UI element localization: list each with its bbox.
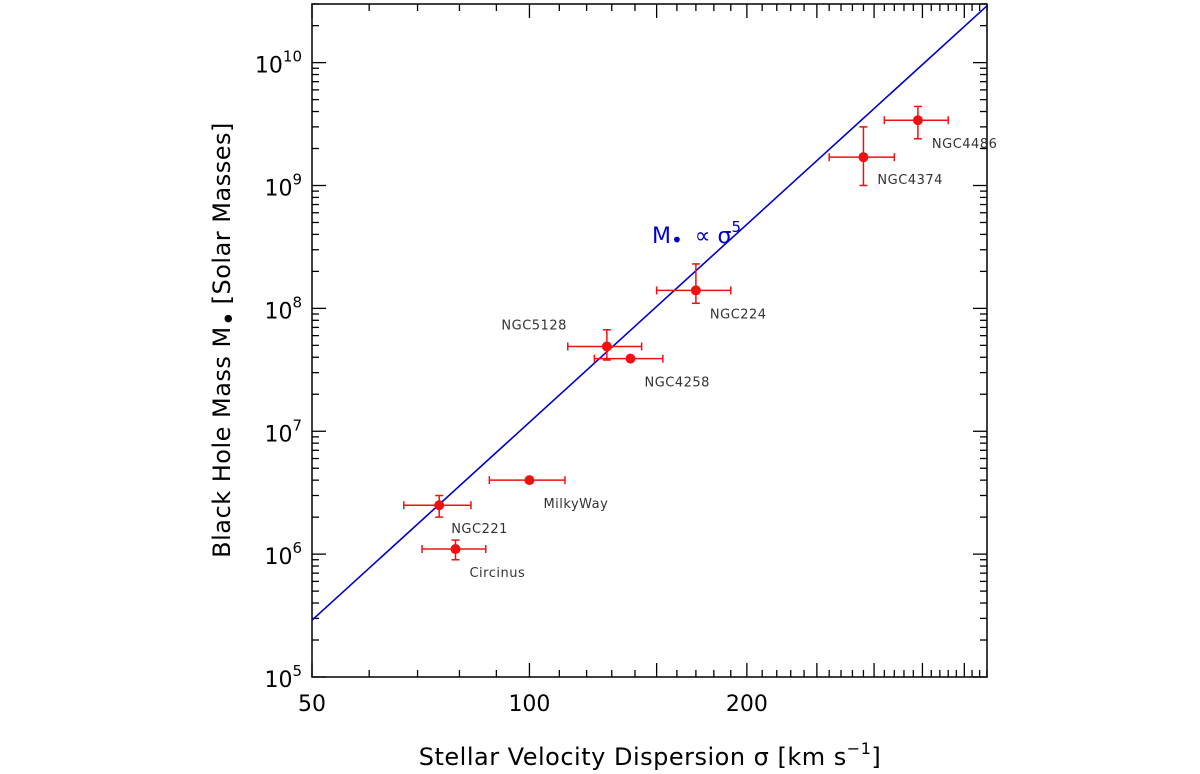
y-tick-labels: 105 106 107 108 109 1010 — [255, 48, 302, 693]
y-tick-label: 109 — [264, 171, 302, 202]
point-marker — [434, 500, 445, 511]
x-tick-label: 50 — [298, 692, 326, 717]
point-label: Circinus — [469, 566, 525, 581]
data-point-ngc5128: NGC5128 — [501, 318, 643, 361]
y-tick-label: 106 — [264, 539, 302, 570]
data-points: NGC221 Circinus MilkyWay NGC5128 NGC4258 NGC2… — [403, 105, 997, 581]
point-label: NGC224 — [710, 307, 767, 322]
data-point-circinus: Circinus — [421, 539, 525, 581]
data-point-ngc4374: NGC4374 — [828, 126, 942, 188]
point-label: NGC4374 — [877, 173, 942, 188]
y-tick-label: 107 — [264, 416, 302, 447]
data-point-ngc4258: NGC4258 — [593, 353, 709, 391]
annotation-rel: ∝ σ — [695, 224, 732, 249]
y-tick-label: 1010 — [255, 48, 302, 79]
annotation-exp: 5 — [731, 218, 741, 236]
fit-line — [311, 5, 988, 621]
point-label: NGC4486 — [932, 137, 997, 152]
annotation-main: M — [652, 224, 671, 249]
point-marker — [690, 285, 701, 296]
x-axis-title-main: Stellar Velocity Dispersion σ [km s — [419, 743, 847, 771]
data-point-ngc4486: NGC4486 — [883, 105, 997, 152]
y-tick-label: 108 — [264, 293, 302, 324]
y-axis-title-end: [Solar Masses] — [208, 122, 236, 304]
annotation-sub: • — [671, 228, 683, 252]
y-axis-title: Black Hole Mass M• [Solar Masses] — [208, 122, 245, 558]
axis-ticks — [311, 3, 988, 678]
fit-annotation: M• ∝ σ5 — [652, 218, 741, 252]
plot-frame — [311, 3, 988, 678]
point-label: MilkyWay — [543, 497, 608, 512]
x-tick-label: 100 — [508, 692, 550, 717]
y-axis-title-sub: • — [215, 310, 245, 326]
point-marker — [858, 152, 869, 163]
x-tick-label: 200 — [726, 692, 768, 717]
y-tick-label: 105 — [264, 662, 302, 693]
data-point-ngc221: NGC221 — [403, 494, 508, 537]
data-point-milkyway: MilkyWay — [488, 475, 608, 512]
point-marker — [524, 475, 535, 486]
x-axis-title-sup: −1 — [847, 739, 872, 758]
point-label: NGC5128 — [501, 318, 566, 333]
point-marker — [601, 341, 612, 352]
point-label: NGC221 — [451, 522, 508, 537]
x-axis-title: Stellar Velocity Dispersion σ [km s−1] — [419, 739, 882, 771]
y-axis-title-main: Black Hole Mass M — [208, 326, 236, 558]
point-marker — [912, 115, 923, 126]
x-tick-labels: 50 100 200 — [298, 692, 768, 717]
x-axis-title-end: ] — [871, 743, 881, 771]
point-marker — [625, 353, 636, 364]
point-marker — [450, 544, 461, 555]
data-point-ngc224: NGC224 — [655, 263, 767, 322]
point-label: NGC4258 — [644, 376, 709, 391]
